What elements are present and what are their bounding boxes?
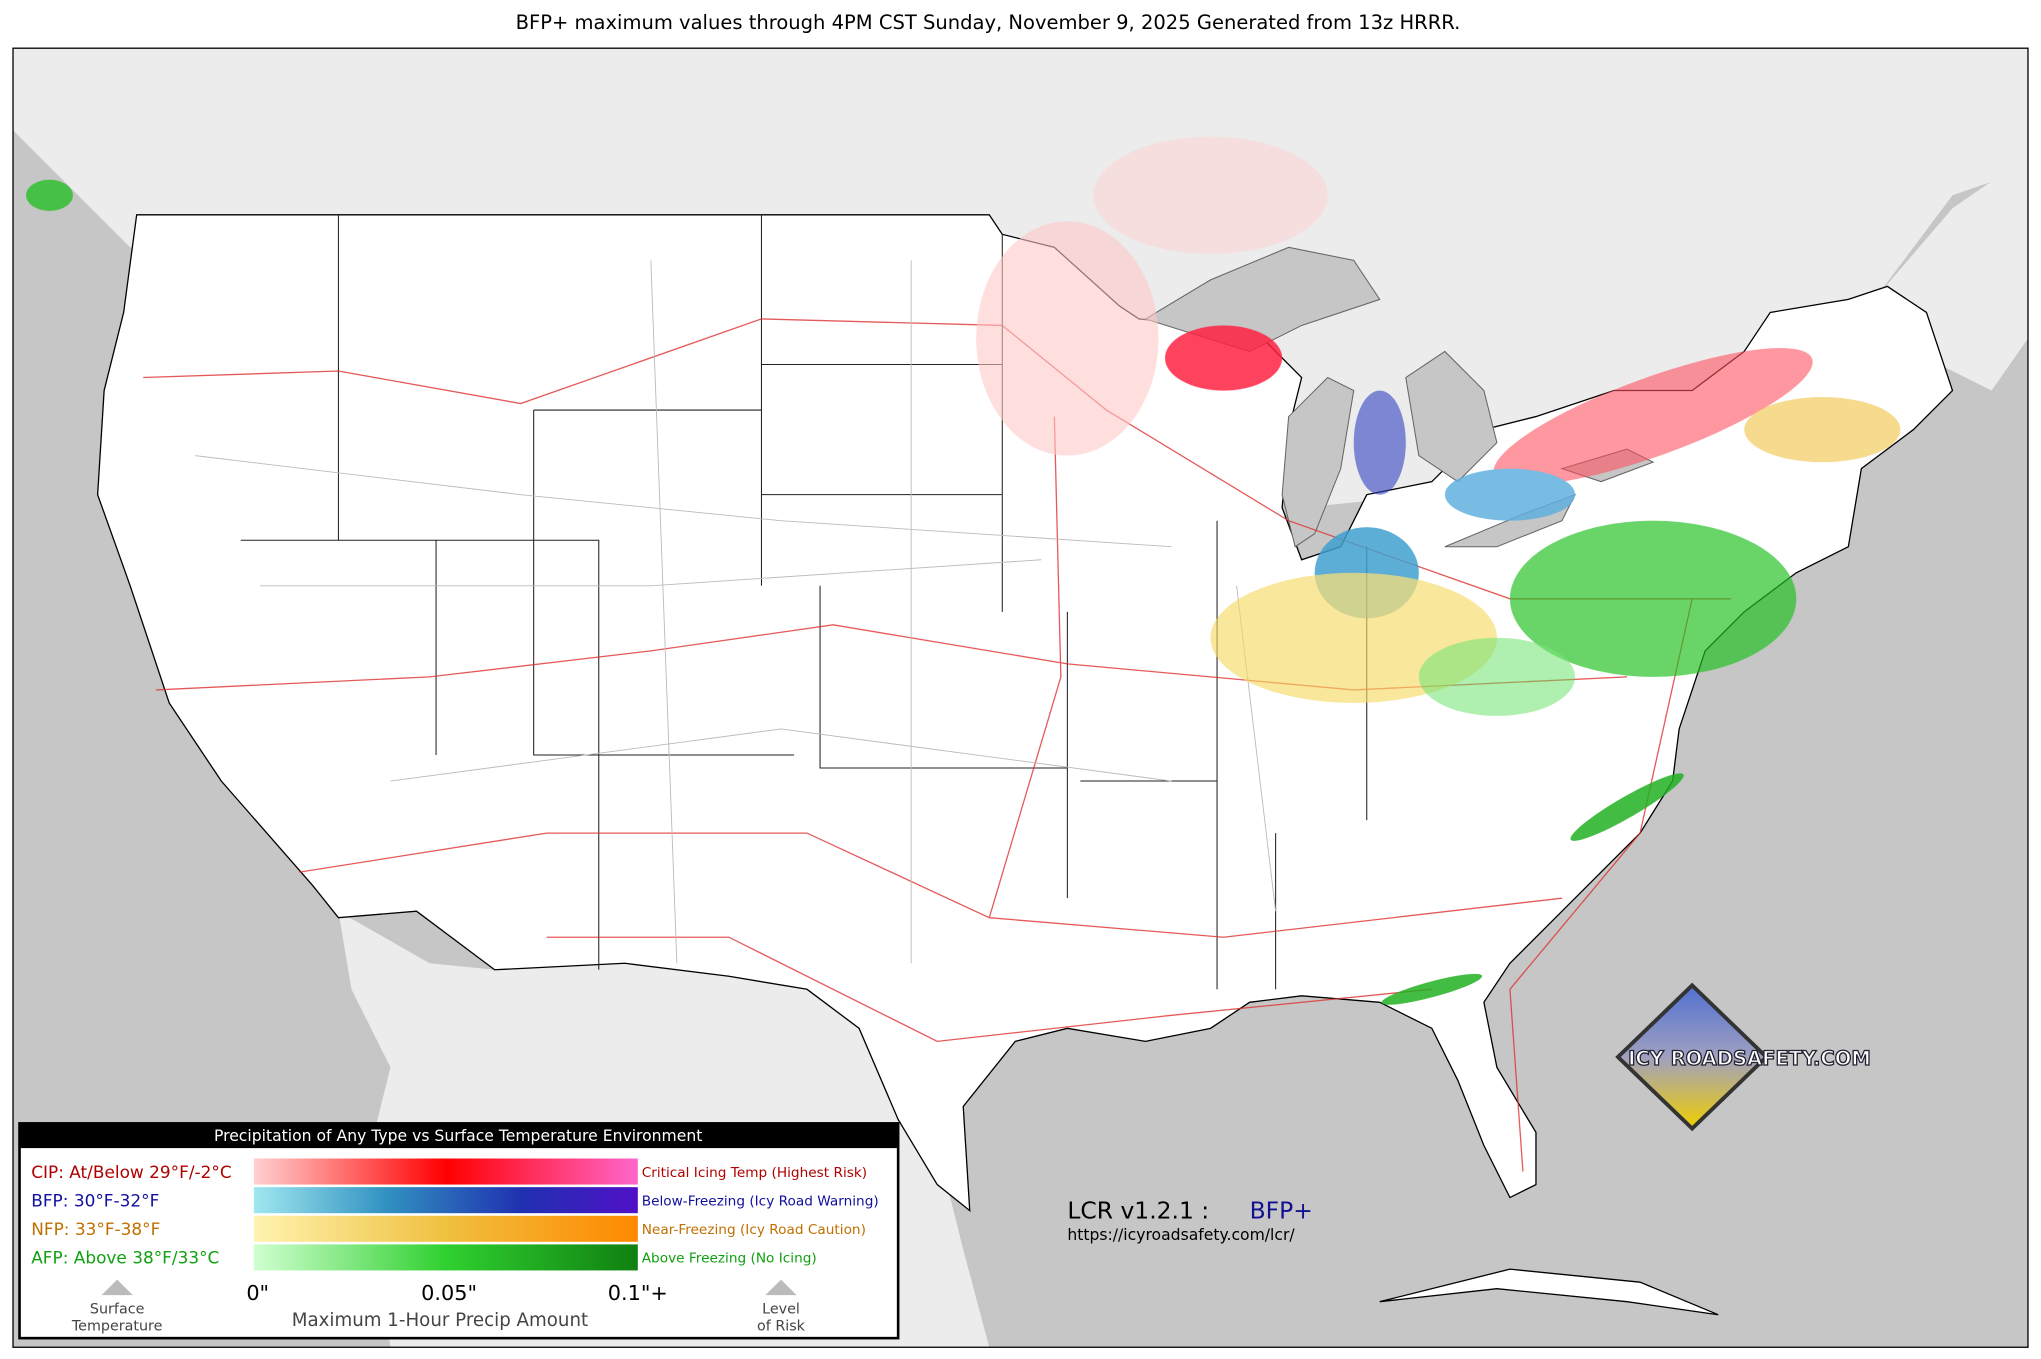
- precip-nfp: [1744, 397, 1901, 463]
- precip-afp: [26, 179, 73, 211]
- precip-bfp: [1353, 390, 1406, 495]
- precip-cip: [1164, 325, 1283, 391]
- title: BFP+ maximum values through 4PM CST Sund…: [516, 11, 1461, 34]
- lake-huron: [1405, 350, 1498, 483]
- product-version: LCR v1.2.1 :: [1067, 1196, 1209, 1224]
- legend-header: [19, 1123, 899, 1149]
- legend-title: Precipitation of Any Type vs Surface Tem…: [214, 1127, 702, 1145]
- lake-michigan: [1281, 376, 1355, 548]
- arrow-icon: [101, 1279, 133, 1296]
- legend-swatch: [253, 1158, 638, 1185]
- precip-cip: [1493, 348, 1813, 486]
- precip: [26, 136, 1901, 1005]
- legend-label: AFP: Above 38°F/33°C: [31, 1248, 219, 1268]
- scale-label: 0.05": [421, 1281, 477, 1305]
- legend-swatch: [253, 1187, 638, 1214]
- arrow-icon: [765, 1279, 797, 1296]
- legend-label: CIP: At/Below 29°F/-2°C: [31, 1162, 231, 1182]
- cuba: [1379, 1268, 1719, 1316]
- precip-afp: [1570, 773, 1684, 841]
- logo-text: ICY ROADSAFETY.COM: [1628, 1047, 1871, 1070]
- precip-cip-light: [976, 221, 1159, 456]
- legend-label: NFP: 33°F-38°F: [31, 1219, 160, 1239]
- precip-afp: [1418, 637, 1576, 716]
- precip-afp: [1381, 973, 1483, 1005]
- legend-label: BFP: 30°F-32°F: [31, 1190, 159, 1210]
- right-caption: Level: [762, 1302, 800, 1318]
- scale-title: Maximum 1-Hour Precip Amount: [292, 1310, 588, 1331]
- right-caption: of Risk: [757, 1318, 806, 1334]
- legend: Precipitation of Any Type vs Surface Tem…: [18, 1122, 900, 1340]
- precip-cip-light: [1093, 136, 1328, 254]
- scale-label: 0": [246, 1281, 269, 1305]
- legend-swatch: [253, 1215, 638, 1242]
- left-caption: Temperature: [71, 1318, 163, 1334]
- map-frame: [12, 47, 2029, 1348]
- precip-afp: [1509, 520, 1797, 677]
- product-url: https://icyroadsafety.com/lcr/: [1067, 1226, 1295, 1244]
- product-name: BFP+: [1250, 1196, 1313, 1224]
- left-caption: Surface: [90, 1302, 145, 1318]
- legend-description: Below-Freezing (Icy Road Warning): [642, 1193, 879, 1209]
- precip-bfp: [1444, 468, 1576, 521]
- legend-description: Above Freezing (No Icing): [642, 1251, 817, 1267]
- legend-description: Critical Icing Temp (Highest Risk): [642, 1165, 867, 1181]
- legend-swatch: [253, 1244, 638, 1271]
- legend-description: Near-Freezing (Icy Road Caution): [642, 1222, 866, 1238]
- logo: ICY ROADSAFETY.COM: [1615, 982, 1871, 1132]
- scale-label: 0.1"+: [608, 1281, 668, 1305]
